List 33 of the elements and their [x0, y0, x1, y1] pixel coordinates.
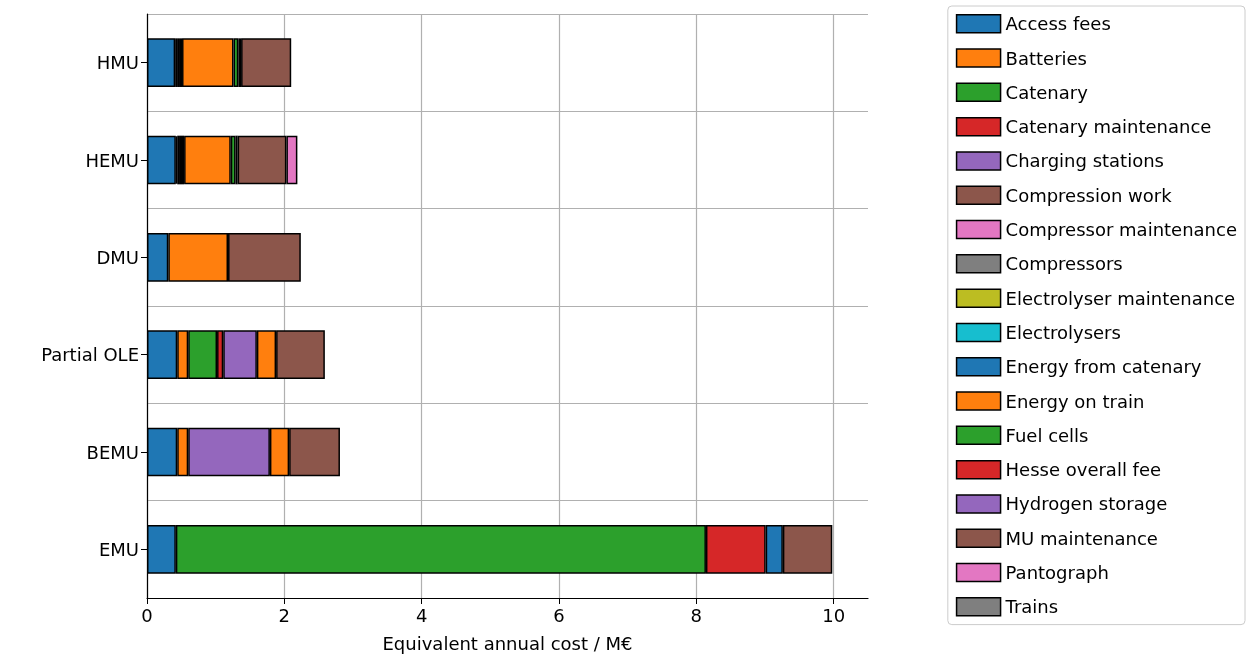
legend-label: Electrolysers	[1005, 321, 1121, 343]
legend-label: Pantograph	[1005, 562, 1109, 584]
legend-label: Access fees	[1005, 13, 1111, 35]
x-axis-title: Equivalent annual cost / M€	[382, 632, 633, 654]
y-tick-label: Partial OLE	[41, 344, 139, 366]
x-tick-label: 2	[278, 604, 291, 626]
x-tick-label: 0	[141, 604, 153, 626]
legend-label: Catenary maintenance	[1005, 116, 1212, 138]
legend-label: Energy on train	[1005, 390, 1145, 412]
bar	[241, 38, 292, 87]
legend-label: Compression work	[1005, 184, 1173, 206]
legend-label: Energy from catenary	[1005, 356, 1202, 378]
legend-label: Hydrogen storage	[1005, 493, 1168, 515]
y-tick-label: HEMU	[85, 149, 139, 171]
legend-label: Hesse overall fee	[1005, 459, 1162, 481]
legend-label: Charging stations	[1005, 150, 1164, 172]
legend-label: Trains	[1004, 596, 1059, 618]
x-tick-label: 10	[822, 604, 846, 626]
legend-label: Electrolyser maintenance	[1005, 287, 1236, 309]
legend-label: Catenary	[1005, 81, 1089, 103]
bar	[182, 38, 234, 87]
legend-label: Compressors	[1005, 253, 1123, 275]
legend-label: Batteries	[1005, 47, 1087, 69]
legend-label: Fuel cells	[1005, 424, 1089, 446]
y-tick-label: HMU	[96, 52, 139, 74]
x-tick-label: 8	[690, 604, 703, 626]
y-tick-label: EMU	[98, 538, 139, 560]
y-tick-label: BEMU	[86, 441, 139, 463]
legend-label: Compressor maintenance	[1005, 219, 1237, 241]
y-tick-label: DMU	[96, 246, 139, 268]
legend-label: MU maintenance	[1005, 527, 1158, 549]
x-tick-label: 4	[415, 604, 428, 626]
x-tick-label: 6	[553, 604, 565, 626]
